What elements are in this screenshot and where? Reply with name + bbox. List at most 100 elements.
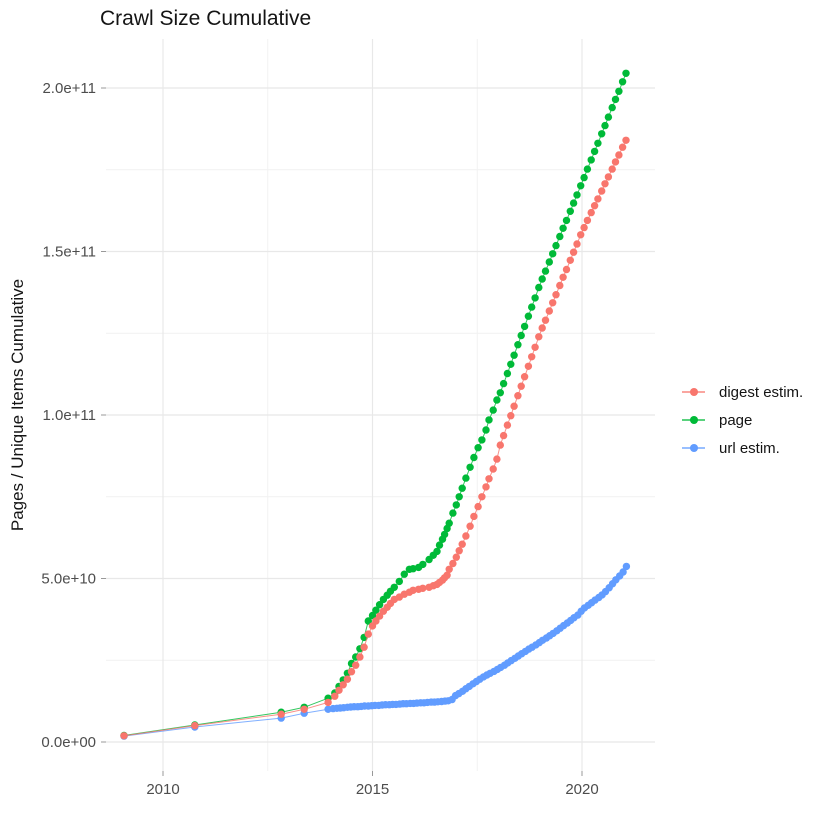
data-point <box>552 241 560 250</box>
data-point <box>601 180 609 188</box>
series-digest-estim <box>120 136 630 740</box>
x-tick-label: 2015 <box>356 781 389 798</box>
data-point <box>524 362 533 370</box>
data-point <box>520 373 529 381</box>
data-point <box>445 565 453 573</box>
data-point <box>503 369 512 378</box>
data-point <box>549 250 557 258</box>
data-point <box>577 231 585 239</box>
data-point <box>499 431 508 440</box>
data-point <box>590 147 599 156</box>
data-point <box>493 396 501 404</box>
data-point <box>577 182 585 190</box>
legend-item-url-estim: url estim. <box>682 434 803 462</box>
data-point <box>608 103 616 112</box>
data-point <box>356 653 364 661</box>
data-point <box>566 256 574 264</box>
data-point <box>324 698 332 707</box>
data-point <box>445 519 453 527</box>
data-point <box>562 216 571 225</box>
chart-title: Crawl Size Cumulative <box>100 7 312 30</box>
data-point <box>583 165 592 173</box>
data-point <box>531 343 539 351</box>
data-point <box>331 692 339 700</box>
data-point <box>598 187 606 195</box>
legend-key-dot <box>689 388 698 396</box>
data-point <box>573 191 581 199</box>
series-line-digest-estim <box>123 140 627 737</box>
data-point <box>559 273 567 281</box>
data-point <box>496 441 504 449</box>
data-point <box>531 294 539 302</box>
data-point <box>466 522 474 530</box>
data-point <box>474 502 482 511</box>
data-point <box>549 299 557 307</box>
data-point <box>569 199 578 207</box>
data-point <box>514 392 522 400</box>
data-point <box>455 547 463 555</box>
data-point <box>517 331 525 340</box>
y-tick-label: 1.5e+11 <box>42 244 96 261</box>
y-tick-label: 5.0e+10 <box>41 571 96 588</box>
data-point <box>300 705 308 713</box>
series-line-url-estim <box>123 566 627 737</box>
data-point <box>562 265 571 274</box>
x-tick-label: 2020 <box>565 781 598 798</box>
x-tick-label: 2010 <box>146 781 179 798</box>
data-point <box>452 553 460 561</box>
data-point <box>538 275 546 283</box>
data-point <box>470 512 478 521</box>
data-point <box>566 207 574 215</box>
data-point <box>510 351 518 359</box>
data-point <box>191 721 199 730</box>
data-point <box>601 121 609 130</box>
data-point <box>622 136 630 144</box>
y-tick-label: 0.0e+00 <box>41 734 96 751</box>
data-point <box>375 601 384 609</box>
data-point <box>569 248 578 256</box>
legend-label-url-estim: url estim. <box>719 439 780 457</box>
data-point <box>364 630 372 638</box>
data-point <box>535 283 543 292</box>
data-point <box>573 240 581 248</box>
data-point <box>409 586 417 594</box>
data-point <box>440 530 449 539</box>
data-point <box>449 559 457 568</box>
data-point <box>485 416 493 424</box>
data-point <box>433 547 441 556</box>
data-point <box>545 258 553 266</box>
legend-key <box>682 412 705 428</box>
data-point <box>524 312 533 320</box>
data-point <box>120 732 128 740</box>
data-point <box>545 307 553 315</box>
data-point <box>552 291 560 299</box>
series-url-estim <box>120 562 631 740</box>
data-point <box>618 143 627 151</box>
data-point <box>622 562 631 571</box>
data-point <box>360 643 368 651</box>
data-point <box>608 165 616 173</box>
data-point <box>622 69 630 78</box>
data-point <box>489 465 497 473</box>
data-point <box>583 216 592 225</box>
legend-key <box>682 384 705 400</box>
data-point <box>435 541 444 549</box>
data-point <box>587 156 595 164</box>
data-point <box>474 444 482 452</box>
data-point <box>352 661 360 669</box>
legend-label-digest-estim: digest estim. <box>719 383 804 401</box>
data-point <box>400 570 408 578</box>
legend-item-page: page <box>682 406 803 434</box>
data-point <box>455 493 463 501</box>
data-point <box>587 208 595 217</box>
data-point <box>478 493 486 501</box>
data-point <box>466 463 474 471</box>
data-point <box>507 360 515 368</box>
data-point <box>541 316 550 324</box>
data-point <box>514 341 522 349</box>
data-point <box>493 455 501 463</box>
data-point <box>347 668 356 676</box>
data-point <box>618 78 627 86</box>
